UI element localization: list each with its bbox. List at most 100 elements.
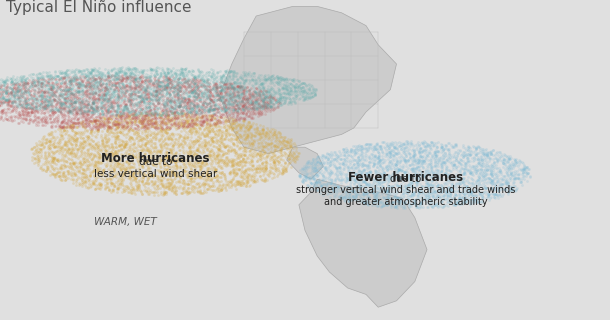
Point (78, 181, 88, 186)
Point (136, 89, 146, 94)
Point (56, 109, 66, 115)
Point (313, 173, 323, 178)
Point (451, 183, 461, 188)
Point (23, 89, 33, 94)
Point (99, 97, 109, 102)
Point (215, 106, 224, 111)
Point (268, 76, 278, 82)
Point (231, 165, 241, 170)
Point (76, 99, 85, 104)
Point (177, 119, 187, 124)
Point (109, 103, 118, 108)
Point (92, 68, 102, 73)
Point (133, 88, 143, 93)
Point (362, 166, 371, 171)
Point (187, 111, 197, 116)
Point (200, 94, 210, 99)
Point (281, 161, 290, 166)
Point (217, 188, 226, 193)
Point (190, 185, 200, 190)
Point (247, 158, 257, 163)
Point (155, 90, 165, 95)
Point (227, 126, 237, 132)
Point (96, 125, 106, 130)
Point (95, 148, 105, 153)
Point (139, 68, 149, 73)
Point (232, 77, 242, 83)
Point (6, 76, 16, 81)
Point (168, 123, 178, 128)
Point (450, 197, 459, 203)
Point (37, 85, 46, 90)
Point (166, 160, 176, 165)
Point (270, 167, 279, 172)
Point (118, 125, 128, 130)
Point (270, 98, 280, 103)
Point (117, 167, 126, 172)
Point (107, 73, 117, 78)
Point (178, 145, 187, 150)
Point (173, 124, 182, 129)
Point (203, 170, 212, 175)
Point (271, 140, 281, 146)
Point (271, 166, 281, 171)
Point (103, 126, 113, 132)
Point (87, 106, 97, 111)
Point (46, 84, 56, 89)
Point (173, 111, 183, 116)
Point (54, 76, 63, 81)
Point (60, 131, 70, 136)
Point (132, 136, 142, 141)
Point (108, 168, 118, 173)
Point (91, 106, 101, 111)
Point (162, 154, 171, 159)
Point (118, 107, 128, 112)
Point (198, 164, 207, 169)
Point (396, 155, 406, 160)
Point (101, 81, 110, 86)
Point (124, 91, 134, 96)
Point (130, 77, 140, 82)
Point (214, 83, 224, 88)
Point (178, 159, 187, 164)
Point (73, 146, 82, 151)
Point (152, 83, 162, 88)
Point (394, 166, 404, 172)
Point (109, 76, 119, 82)
Point (211, 81, 221, 86)
Point (149, 117, 159, 123)
Point (210, 107, 220, 112)
Point (151, 98, 160, 103)
Point (65, 108, 75, 113)
Point (340, 198, 350, 204)
Point (481, 165, 490, 170)
Point (350, 144, 360, 149)
Point (503, 159, 512, 164)
Point (408, 169, 418, 174)
Point (215, 111, 225, 116)
Point (466, 188, 476, 193)
Point (271, 152, 281, 157)
Point (77, 140, 87, 146)
Point (157, 131, 167, 136)
Point (482, 152, 492, 157)
Point (129, 76, 138, 81)
Point (510, 157, 520, 163)
Point (138, 117, 148, 123)
Point (69, 108, 79, 113)
Point (154, 137, 163, 142)
Point (196, 118, 206, 124)
Point (204, 129, 213, 134)
Point (23, 80, 32, 85)
Point (48, 107, 57, 112)
Point (160, 114, 170, 119)
Point (78, 98, 88, 103)
Point (193, 138, 203, 143)
Point (111, 123, 121, 128)
Point (49, 96, 59, 101)
Point (469, 190, 479, 195)
Point (195, 165, 205, 170)
Point (349, 168, 359, 173)
Point (110, 89, 120, 94)
Point (189, 85, 199, 90)
